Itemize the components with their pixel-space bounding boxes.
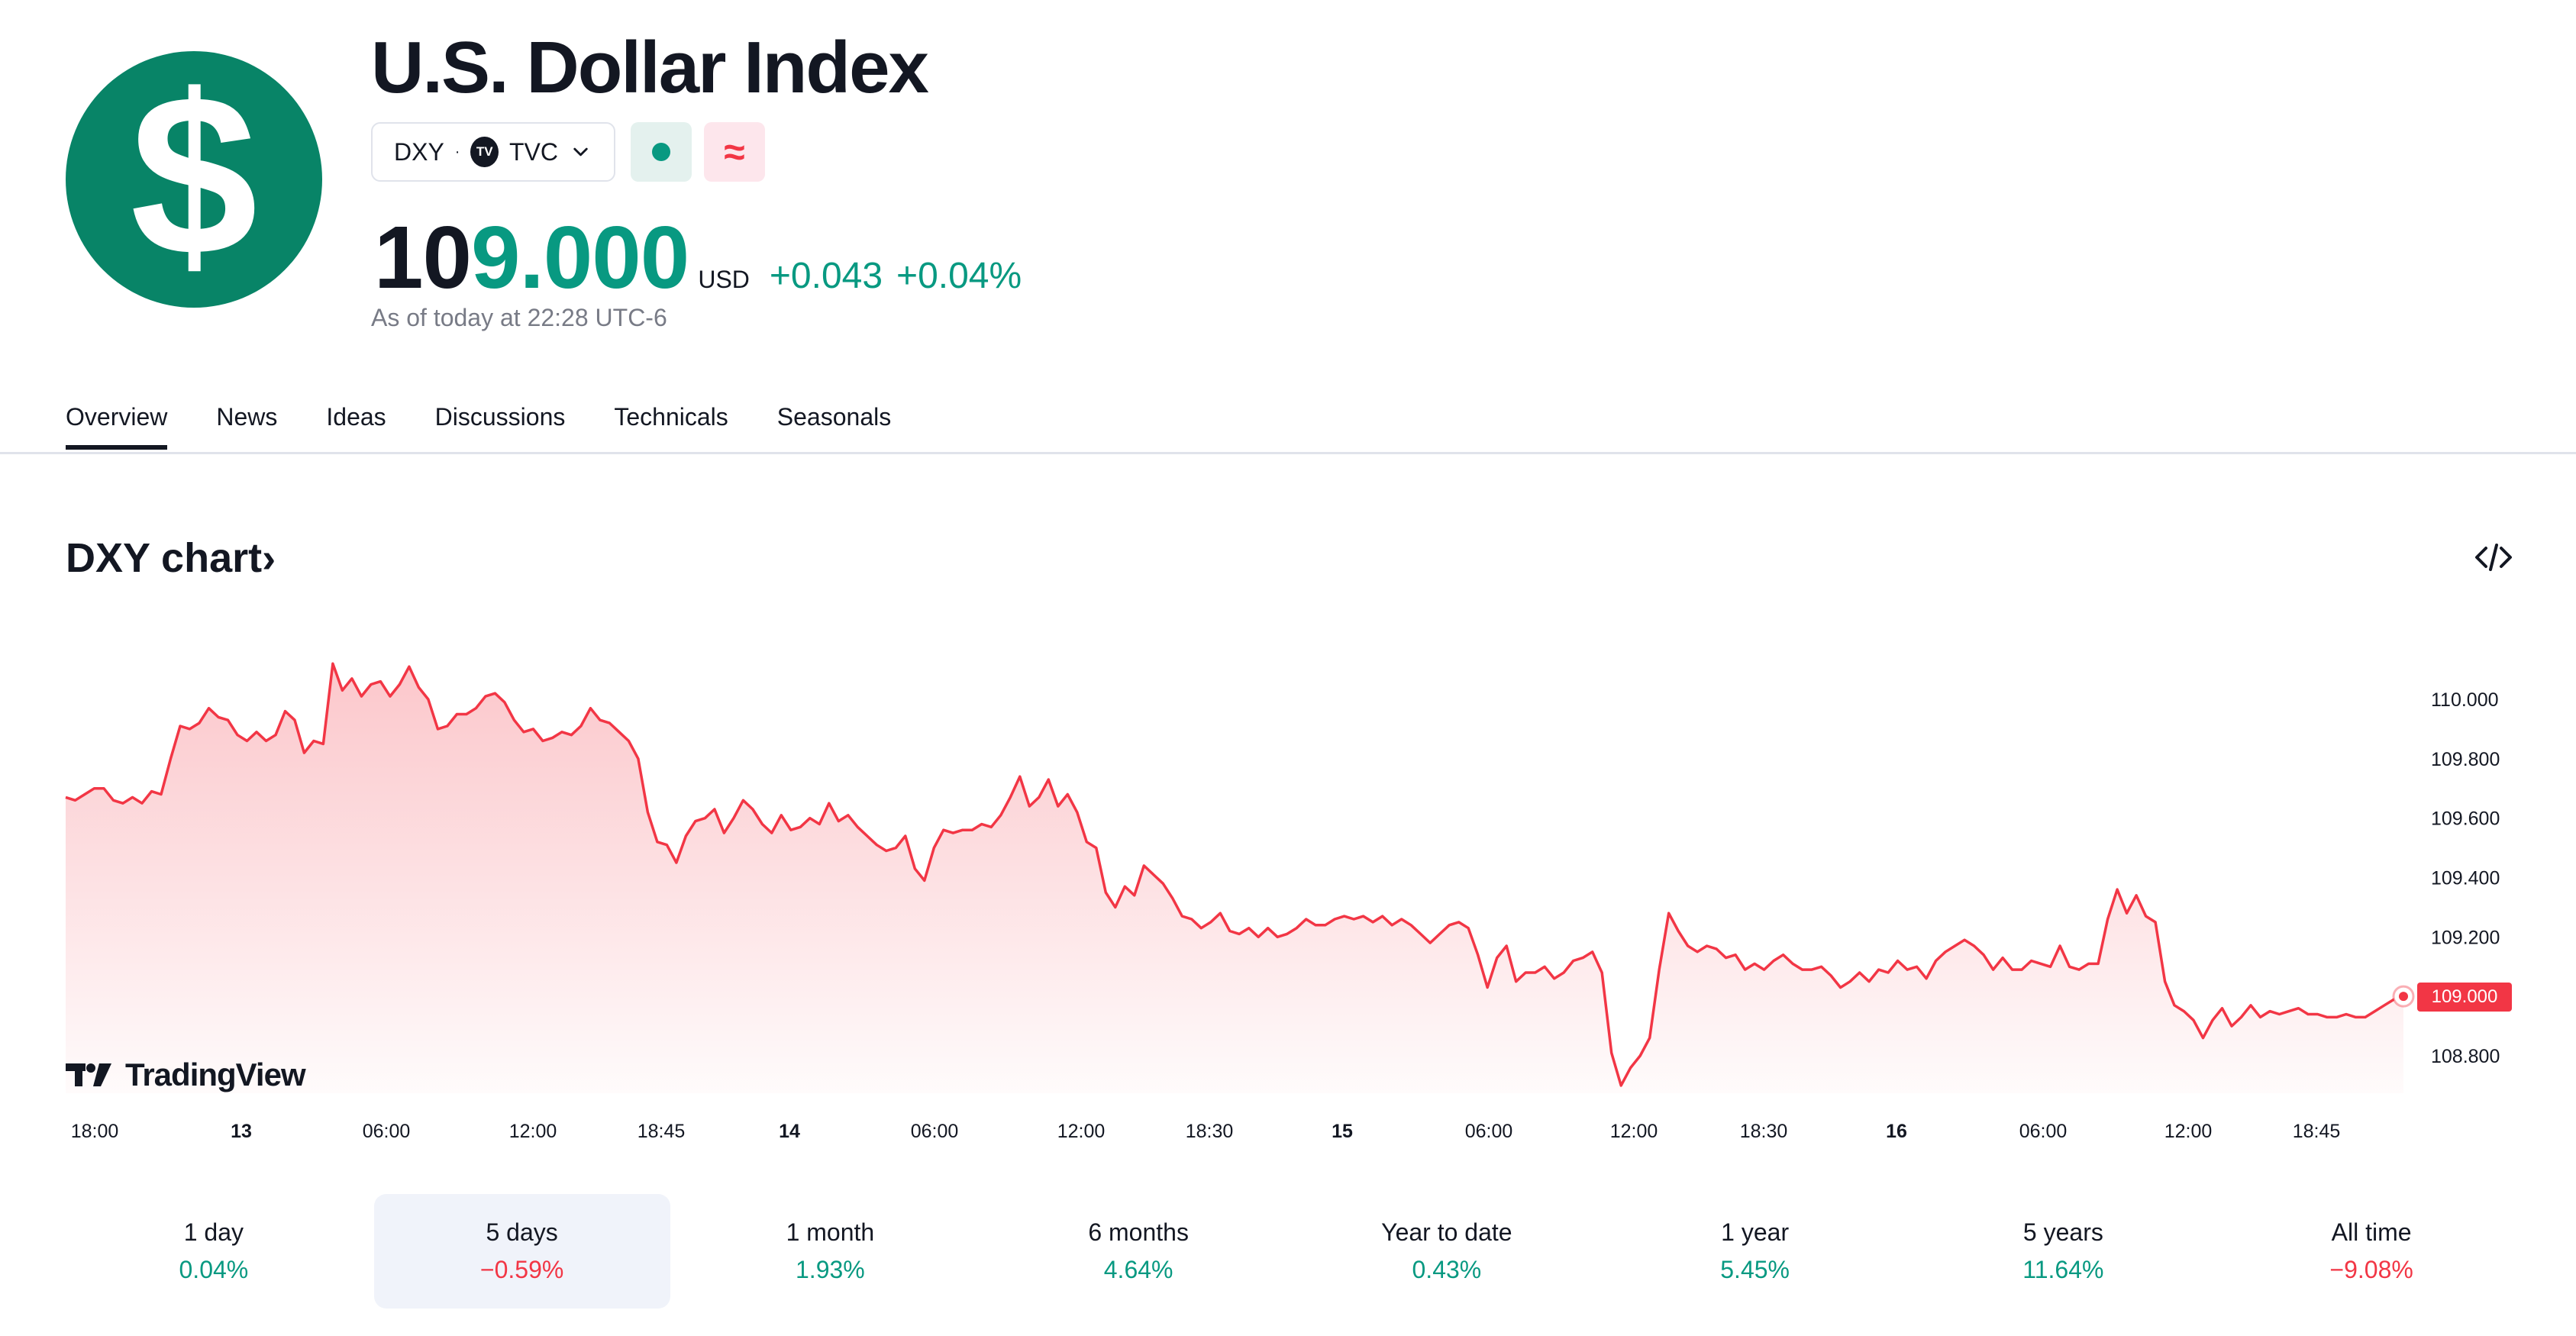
period-1-day[interactable]: 1 day 0.04% — [66, 1194, 362, 1309]
period-label: Year to date — [1381, 1218, 1512, 1246]
last-price: 109.000 — [374, 206, 689, 308]
performance-periods: 1 day 0.04% 5 days −0.59% 1 month 1.93% … — [66, 1194, 2532, 1309]
tradingview-watermark[interactable]: TradingView — [66, 1057, 306, 1093]
period-label: 1 day — [183, 1218, 244, 1246]
period-1-year[interactable]: 1 year 5.45% — [1607, 1194, 1903, 1309]
period-value: 0.04% — [179, 1256, 249, 1283]
period-value: 5.45% — [1720, 1256, 1790, 1283]
tabs-divider — [0, 452, 2576, 454]
x-tick-label: 06:00 — [1465, 1121, 1513, 1138]
x-tick-label: 06:00 — [363, 1121, 411, 1138]
chevron-right-icon: › — [262, 535, 276, 581]
x-tick-label: 06:00 — [2019, 1121, 2068, 1138]
x-tick-label: 16 — [1886, 1121, 1907, 1138]
x-tick-label: 12:00 — [1610, 1121, 1658, 1138]
period-label: All time — [2331, 1218, 2412, 1246]
y-tick-label: 109.400 — [2431, 868, 2500, 889]
approx-icon: ≈ — [724, 131, 745, 173]
delayed-data-button[interactable]: ≈ — [704, 122, 765, 182]
y-tick-label: 110.000 — [2431, 689, 2499, 711]
x-tick-label: 12:00 — [1057, 1121, 1106, 1138]
embed-code-icon[interactable] — [2474, 541, 2513, 574]
x-tick-label: 18:45 — [638, 1121, 686, 1138]
x-tick-label: 18:30 — [1186, 1121, 1234, 1138]
market-status-button[interactable] — [631, 122, 692, 182]
y-axis: 110.000 109.800 109.600 109.400 109.200 108.8… — [2431, 689, 2500, 1067]
price-line — [65, 662, 2404, 1087]
price-change-percent: +0.04% — [896, 256, 1022, 296]
tab-discussions[interactable]: Discussions — [434, 403, 566, 431]
x-tick-label: 18:30 — [1740, 1121, 1788, 1138]
x-axis: 18:00 13 06:00 12:00 18:45 14 06:00 12:00 18:30 1… — [71, 1121, 2341, 1138]
period-value: −9.08% — [2329, 1256, 2413, 1283]
tab-overview[interactable]: Overview — [66, 403, 168, 450]
last-price-tag: 109.000 — [2417, 983, 2512, 1012]
x-tick-label: 06:00 — [911, 1121, 959, 1138]
y-tick-label: 109.800 — [2431, 749, 2500, 770]
y-tick-label: 109.600 — [2431, 808, 2500, 830]
price-change: +0.043 — [769, 256, 883, 296]
chevron-down-icon — [573, 147, 588, 157]
tab-seasonals[interactable]: Seasonals — [776, 403, 892, 431]
quote-timestamp: As of today at 22:28 UTC-6 — [371, 304, 667, 331]
tab-news[interactable]: News — [216, 403, 278, 431]
period-label: 1 year — [1721, 1218, 1790, 1246]
x-tick-label: 12:00 — [2164, 1121, 2213, 1138]
last-price-part1: 10 — [374, 208, 472, 307]
y-tick-label: 109.200 — [2431, 927, 2500, 948]
price-area — [66, 663, 2403, 1093]
period-value: 0.43% — [1412, 1256, 1482, 1283]
x-tick-label: 18:45 — [2293, 1121, 2341, 1138]
x-tick-label: 13 — [231, 1121, 252, 1138]
period-6-months[interactable]: 6 months 4.64% — [990, 1194, 1286, 1309]
period-all-time[interactable]: All time −9.08% — [2223, 1194, 2520, 1309]
exchange-name: TVC — [508, 137, 558, 166]
price-chart[interactable]: 110.000 109.800 109.600 109.400 109.200 108.8… — [0, 641, 2576, 1138]
period-value: 11.64% — [2022, 1256, 2104, 1283]
x-tick-label: 12:00 — [509, 1121, 557, 1138]
dollar-logo-icon: $ — [66, 51, 322, 308]
tab-technicals[interactable]: Technicals — [614, 403, 728, 431]
period-5-days[interactable]: 5 days −0.59% — [373, 1194, 670, 1309]
logo-symbol: $ — [130, 47, 258, 303]
tab-ideas[interactable]: Ideas — [326, 403, 386, 431]
quote-row: 109.000 USD +0.043 +0.04% — [374, 206, 1022, 308]
symbol-separator: · — [454, 143, 460, 160]
section-tabs: Overview News Ideas Discussions Technica… — [66, 403, 940, 450]
status-dot-icon — [652, 143, 670, 161]
period-5-years[interactable]: 5 years 11.64% — [1916, 1194, 2212, 1309]
page-title: U.S. Dollar Index — [371, 27, 929, 108]
period-value: −0.59% — [479, 1256, 564, 1283]
x-tick-label: 14 — [779, 1121, 800, 1138]
period-label: 6 months — [1088, 1218, 1189, 1246]
x-tick-label: 18:00 — [71, 1121, 119, 1138]
period-label: 5 days — [486, 1218, 558, 1246]
period-year-to-date[interactable]: Year to date 0.43% — [1299, 1194, 1595, 1309]
last-price-part2: 9.000 — [471, 208, 689, 307]
price-currency: USD — [698, 266, 750, 293]
tradingview-logo-icon — [66, 1063, 111, 1086]
exchange-logo-icon: TV — [470, 137, 499, 167]
last-price-dot — [2399, 992, 2408, 1002]
period-label: 5 years — [2022, 1218, 2103, 1246]
period-1-month[interactable]: 1 month 1.93% — [683, 1194, 979, 1309]
y-tick-label: 108.800 — [2431, 1046, 2500, 1067]
symbol-ticker: DXY — [394, 137, 444, 166]
chart-title-link[interactable]: DXY chart› — [66, 534, 276, 582]
period-value: 1.93% — [796, 1256, 865, 1283]
x-tick-label: 15 — [1332, 1121, 1353, 1138]
tradingview-wordmark: TradingView — [125, 1057, 306, 1092]
symbol-selector[interactable]: DXY · TV TVC — [371, 122, 615, 182]
period-value: 4.64% — [1103, 1256, 1173, 1283]
period-label: 1 month — [786, 1218, 875, 1246]
chart-title-text: DXY chart — [66, 535, 263, 581]
